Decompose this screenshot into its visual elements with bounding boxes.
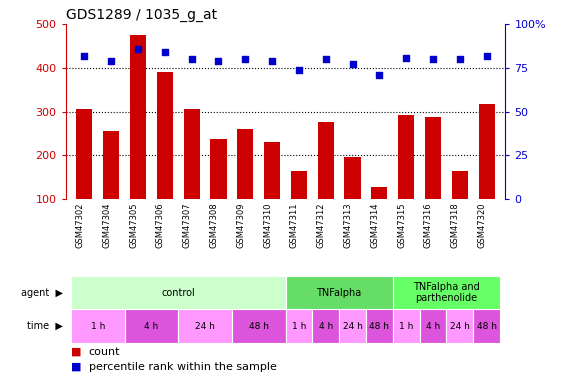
Bar [130,35,146,242]
Text: 48 h: 48 h [369,322,389,331]
Text: ■: ■ [71,362,86,372]
Text: GSM47310: GSM47310 [263,202,272,248]
Point [375,72,384,78]
Text: 1 h: 1 h [399,322,413,331]
Point [348,62,357,68]
Text: 48 h: 48 h [249,322,269,331]
Point [482,53,491,59]
Text: GSM47308: GSM47308 [210,202,219,248]
Point [134,46,143,52]
Point [455,56,464,62]
Text: GSM47311: GSM47311 [290,202,299,248]
Bar [393,276,500,309]
Text: GDS1289 / 1035_g_at: GDS1289 / 1035_g_at [66,8,217,22]
Bar [366,309,393,343]
Text: GSM47309: GSM47309 [236,202,246,248]
Text: count: count [89,346,120,357]
Text: GSM47320: GSM47320 [477,202,486,248]
Bar [371,186,387,242]
Text: 24 h: 24 h [450,322,470,331]
Text: 1 h: 1 h [292,322,306,331]
Text: TNFalpha: TNFalpha [316,288,362,297]
Text: control: control [162,288,195,297]
Text: GSM47306: GSM47306 [156,202,165,248]
Bar [398,115,414,242]
Bar [71,276,286,309]
Point [241,56,250,62]
Point [107,58,116,64]
Text: 4 h: 4 h [144,322,159,331]
Text: 4 h: 4 h [319,322,333,331]
Bar [478,104,494,242]
Text: time  ▶: time ▶ [27,321,63,331]
Point [187,56,196,62]
Bar [178,309,232,343]
Text: GSM47307: GSM47307 [183,202,192,248]
Text: 4 h: 4 h [426,322,440,331]
Bar [317,123,334,242]
Text: 1 h: 1 h [91,322,105,331]
Bar [103,131,119,242]
Text: 48 h: 48 h [477,322,497,331]
Text: GSM47314: GSM47314 [371,202,379,248]
Bar [286,309,312,343]
Point [321,56,330,62]
Point [268,58,277,64]
Bar [232,309,286,343]
Text: agent  ▶: agent ▶ [21,288,63,297]
Bar [157,72,173,242]
Bar [286,276,393,309]
Point [214,58,223,64]
Bar [264,142,280,242]
Bar [425,117,441,242]
Text: GSM47312: GSM47312 [317,202,325,248]
Point [80,53,89,59]
Bar [447,309,473,343]
Point [401,54,411,60]
Text: percentile rank within the sample: percentile rank within the sample [89,362,276,372]
Text: GSM47316: GSM47316 [424,202,433,248]
Bar [77,110,93,242]
Text: TNFalpha and
parthenolide: TNFalpha and parthenolide [413,282,480,303]
Point [294,67,303,73]
Text: 24 h: 24 h [343,322,363,331]
Bar [291,171,307,242]
Bar [473,309,500,343]
Bar [184,110,200,242]
Bar [237,129,254,242]
Text: GSM47313: GSM47313 [344,202,352,248]
Bar [393,309,420,343]
Bar [312,309,339,343]
Text: GSM47304: GSM47304 [102,202,111,248]
Bar [211,139,227,242]
Text: GSM47318: GSM47318 [451,202,460,248]
Text: ■: ■ [71,346,86,357]
Text: GSM47305: GSM47305 [129,202,138,248]
Text: GSM47315: GSM47315 [397,202,406,248]
Bar [420,309,447,343]
Text: 24 h: 24 h [195,322,215,331]
Bar [71,309,124,343]
Text: GSM47302: GSM47302 [75,202,85,248]
Bar [344,158,360,242]
Point [428,56,437,62]
Bar [124,309,178,343]
Bar [339,309,366,343]
Point [160,49,170,55]
Bar [452,171,468,242]
